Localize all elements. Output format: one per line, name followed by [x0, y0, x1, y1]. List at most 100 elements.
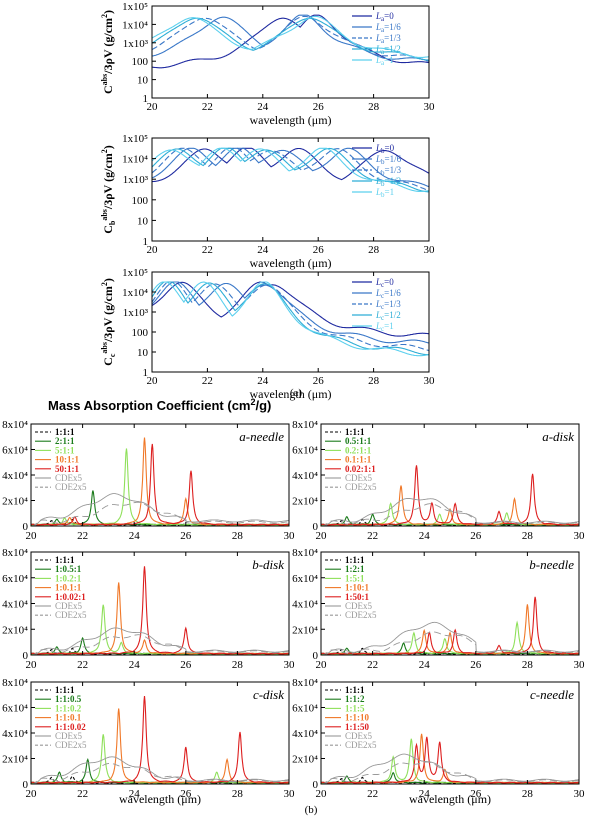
x-tick-label: 26: [470, 788, 482, 800]
series-line-c16: [151, 281, 430, 344]
legend-sub: c: [381, 325, 384, 333]
legend-L: L: [375, 22, 381, 32]
y-tick-label: 8x10⁴: [2, 677, 28, 689]
x-tick-label: 24: [419, 530, 431, 542]
x-tick-label: 26: [313, 244, 325, 256]
legend-entry: 50:1:1: [55, 464, 79, 474]
legend-entry: CDE2x5: [55, 482, 87, 492]
title-sup: 2: [250, 397, 255, 407]
legend-entry: La=1/3: [375, 33, 401, 45]
axes-frame: [151, 271, 430, 373]
series-line-1-0-02-1: [31, 566, 289, 655]
series-line-a1: [151, 15, 430, 58]
legend-entry: CDE2x5: [345, 482, 377, 492]
legend-L: L: [375, 288, 381, 298]
legend-L: L: [375, 44, 381, 54]
x-tick-label: 26: [313, 101, 325, 113]
x-tick-label: 24: [419, 659, 431, 671]
x-tick-label: 30: [574, 659, 586, 671]
legend-val: =1/6: [384, 288, 401, 298]
x-tick-label: 22: [367, 530, 378, 542]
legend-entry: Lb=0: [375, 143, 395, 155]
legend-sub: c: [381, 314, 384, 322]
x-tick-label: 20: [147, 101, 159, 113]
legend-val: =1: [385, 187, 395, 197]
x-tick-label: 28: [368, 244, 380, 256]
legend-entry: 1:1:0.1: [55, 713, 82, 723]
y-tick-label: 6x10⁴: [292, 703, 318, 715]
legend-entry: 1:1:1: [55, 555, 75, 565]
y-tick-label: 0: [313, 650, 319, 662]
y-label-part: ): [101, 145, 115, 149]
legend-L: L: [375, 310, 381, 320]
series-line-b13: [151, 147, 430, 192]
y-tick-label: 8x10⁴: [292, 547, 318, 559]
y-tick-label: 2x10⁴: [292, 496, 318, 508]
series-line-CDE2x5: [31, 501, 290, 527]
x-tick-label: 22: [77, 788, 88, 800]
y-tick-label: 4x10⁴: [2, 599, 28, 611]
series-line-1-5-1: [320, 620, 580, 655]
legend-entry: CDEx5: [55, 601, 83, 611]
y-label-part: 2: [100, 14, 109, 18]
legend-val: =0: [384, 277, 394, 287]
y-tick-label: 4x10⁴: [292, 728, 318, 740]
y-tick-label: 1: [143, 236, 149, 248]
x-tick-label: 30: [284, 659, 296, 671]
legend-sub: a: [381, 26, 385, 34]
caption-a: (a): [290, 387, 303, 399]
x-tick-label: 20: [26, 659, 38, 671]
chart-b2: 20 22 24 26 28 30 0 2x10⁴ 4x10⁴ 6x10⁴ 8x10⁴ a-disk 1…: [292, 419, 585, 542]
y-tick-label: 1: [143, 93, 149, 105]
y-axis-label: Cbabs/3ρV (g/cm2): [100, 145, 117, 234]
legend-L: L: [375, 321, 381, 331]
x-tick-label: 22: [77, 530, 88, 542]
legend-entry: 5:1:1: [55, 445, 75, 455]
y-tick-label: 10: [137, 347, 149, 359]
series-line-1-1-0-02: [31, 696, 289, 784]
chart-a2: 20 22 24 26 28 30 1 10 100 1x10³ 1x10⁴ 1x10⁵ wavelen…: [100, 133, 435, 270]
legend-entry: La=1: [375, 55, 394, 67]
y-tick-label: 10: [137, 215, 149, 227]
y-axis-label: Cabs/3ρV (g/cm2): [100, 10, 115, 94]
legend-entry: CDEx5: [345, 473, 373, 483]
x-tick-label: 20: [26, 530, 38, 542]
series-line-50-1-1: [31, 443, 289, 526]
y-tick-label: 1x10³: [123, 307, 149, 319]
legend-entry: La=0: [375, 11, 394, 23]
y-tick-label: 8x10⁴: [292, 419, 318, 431]
legend-entry: CDE2x5: [55, 740, 87, 750]
legend-entry: 1:1:2: [345, 694, 365, 704]
y-tick-label: 1x10⁴: [122, 19, 148, 31]
legend-entry: 1:50:1: [345, 592, 369, 602]
legend-sub: a: [381, 15, 385, 23]
figure-b-title: Mass Absorption Coefficient (cm2/g): [48, 397, 271, 413]
title-end: /g): [256, 398, 272, 413]
y-tick-label: 100: [132, 56, 149, 68]
chart-b1: 20 22 24 26 28 30 0 2x10⁴ 4x10⁴ 6x10⁴ 8x10⁴ a-needl…: [2, 419, 295, 542]
axes-frame: [151, 5, 430, 99]
legend-val: =1/6: [384, 22, 401, 32]
legend-val: =1/3: [384, 33, 401, 43]
legend-val: =1/3: [385, 165, 402, 175]
legend-entry: 1:1:1: [345, 555, 365, 565]
y-axis-label: Ccabs/3ρV (g/cm2): [100, 278, 117, 366]
x-tick-label: 28: [232, 530, 244, 542]
legend-sub: a: [381, 37, 385, 45]
series-line-1-50-1: [321, 596, 579, 655]
x-tick-label: 26: [470, 659, 482, 671]
series-line-CDEx5: [321, 497, 580, 527]
y-label-part: /3ρV (g/cm: [101, 153, 115, 210]
x-tick-label: 20: [147, 375, 159, 387]
legend-entry: Lc=1/6: [375, 288, 401, 300]
x-axis-label: wavelength (μm): [249, 113, 331, 127]
y-tick-label: 4x10⁴: [292, 599, 318, 611]
legend-entry: 0.02:1:1: [345, 464, 376, 474]
x-tick-label: 24: [257, 244, 269, 256]
legend-entry: 1:0.1:1: [55, 583, 82, 593]
y-tick-label: 1x10⁴: [122, 154, 148, 166]
y-tick-label: 1x10³: [123, 174, 149, 186]
legend-entry: 0.1:1:1: [345, 455, 372, 465]
series-line-c13: [151, 281, 430, 352]
y-tick-label: 2x10⁴: [292, 624, 318, 636]
